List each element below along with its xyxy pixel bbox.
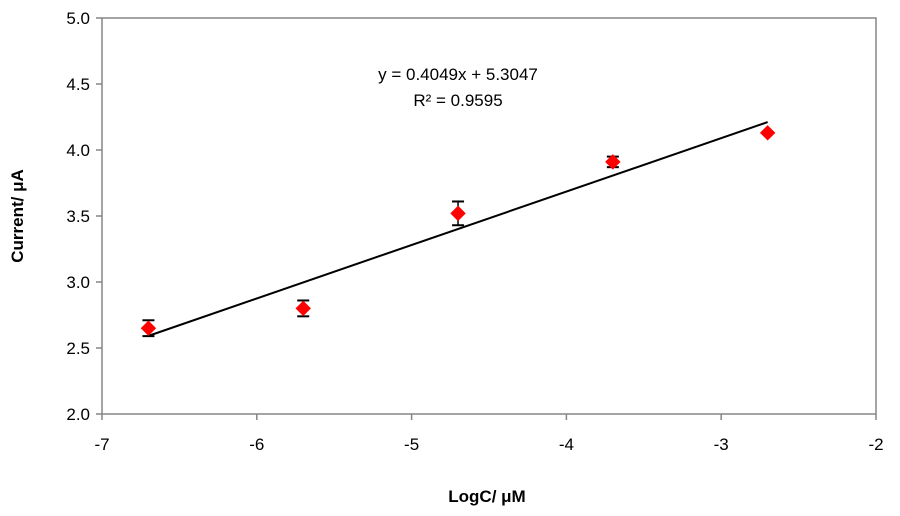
y-axis-title: Current/ μA [8,169,27,263]
trendline-path [148,121,768,337]
axes [96,17,877,420]
trendline [148,121,768,337]
y-tick-label: 4.0 [66,141,90,160]
y-tick-label: 3.5 [66,207,90,226]
trendline-r-squared: R² = 0.9595 [413,91,502,110]
trendline-equation: y = 0.4049x + 5.3047 [378,65,538,84]
x-tick-label: -5 [404,435,419,454]
x-tick-label: -4 [559,435,574,454]
data-point [140,320,157,336]
x-tick-label: -6 [249,435,264,454]
x-tick-labels: -7 -6 -5 -4 -3 -2 [94,435,883,454]
data-point [759,125,776,141]
y-tick-label: 5.0 [66,9,90,28]
x-tick-label: -2 [868,435,883,454]
y-tick-labels: 2.0 2.5 3.0 3.5 4.0 4.5 5.0 [66,9,90,424]
data-point [450,205,466,222]
y-tick-label: 2.5 [66,339,90,358]
data-point [295,300,311,317]
x-tick-label: -7 [94,435,109,454]
y-tick-label: 3.0 [66,273,90,292]
y-tick-label: 2.0 [66,405,90,424]
data-points [140,125,776,336]
y-tick-label: 4.5 [66,75,90,94]
error-bars [142,155,619,338]
data-point [605,154,621,170]
x-tick-label: -3 [714,435,729,454]
x-axis-title: LogC/ μM [448,487,525,506]
